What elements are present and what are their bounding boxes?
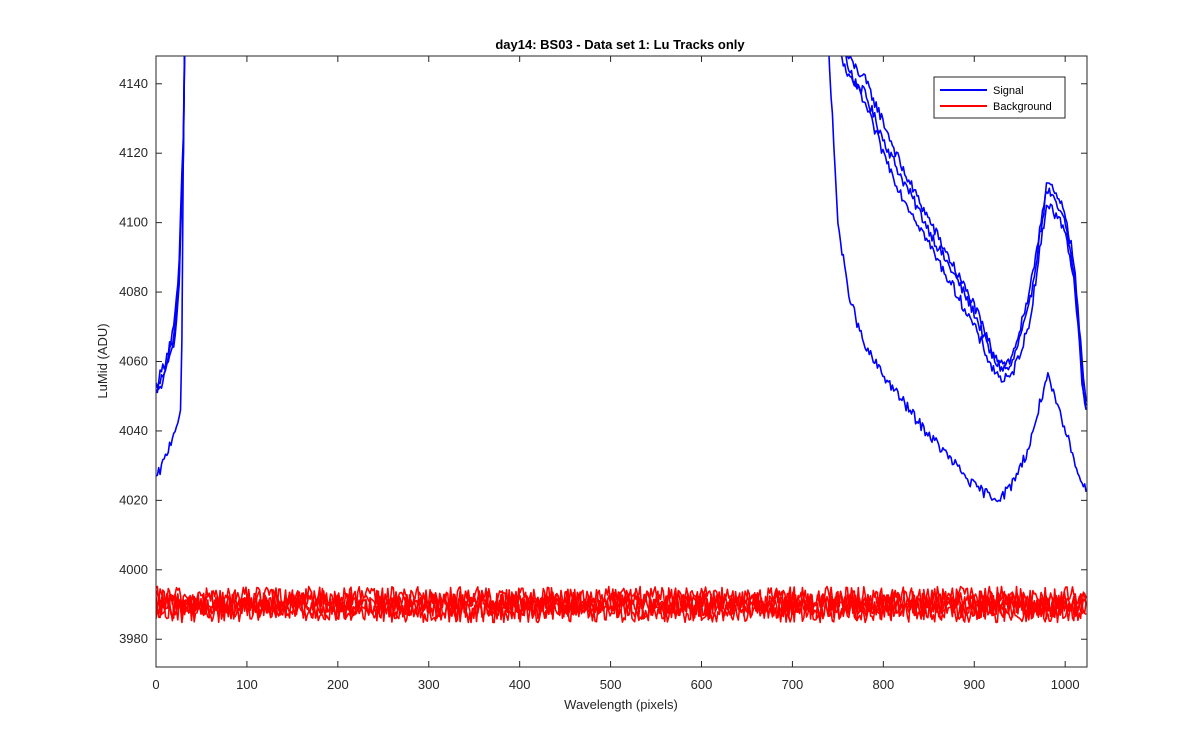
x-tick-label: 900 — [963, 677, 985, 692]
series-layer — [156, 56, 1087, 624]
y-axis: 3980 4000 4020 4040 4060 4080 4100 4120 4140 — [119, 76, 1087, 646]
x-tick-label: 0 — [152, 677, 159, 692]
x-tick-label: 1000 — [1051, 677, 1080, 692]
y-axis-title: LuMid (ADU) — [95, 323, 110, 398]
y-tick-label: 4080 — [119, 284, 148, 299]
background-series-line — [156, 596, 1087, 620]
legend-label-background: Background — [993, 101, 1052, 113]
x-axis-title: Wavelength (pixels) — [564, 697, 678, 712]
y-tick-label: 4060 — [119, 354, 148, 369]
legend-label-signal: Signal — [993, 85, 1024, 97]
y-tick-label: 4000 — [119, 562, 148, 577]
y-tick-label: 3980 — [119, 631, 148, 646]
y-tick-label: 4140 — [119, 76, 148, 91]
x-tick-label: 600 — [691, 677, 713, 692]
y-tick-label: 4040 — [119, 423, 148, 438]
background-series-line — [156, 589, 1087, 613]
x-tick-label: 400 — [509, 677, 531, 692]
x-tick-label: 700 — [782, 677, 804, 692]
y-tick-label: 4120 — [119, 145, 148, 160]
y-tick-label: 4020 — [119, 492, 148, 507]
legend-box — [933, 76, 1066, 119]
chart-title: day14: BS03 - Data set 1: Lu Tracks only — [495, 37, 745, 52]
plot-frame — [155, 55, 1088, 668]
x-axis: 0 100 200 300 400 500 600 700 800 900 1000 — [152, 56, 1080, 692]
x-tick-label: 300 — [418, 677, 440, 692]
signal-series-line — [156, 56, 1087, 503]
signal-series-line — [156, 56, 1087, 411]
signal-series-line — [156, 56, 1087, 406]
legend: Signal Background — [933, 76, 1066, 119]
x-tick-label: 200 — [327, 677, 349, 692]
x-tick-label: 800 — [872, 677, 894, 692]
y-tick-label: 4100 — [119, 215, 148, 230]
x-tick-label: 100 — [236, 677, 258, 692]
x-tick-label: 500 — [600, 677, 622, 692]
signal-series-line — [156, 56, 1087, 402]
